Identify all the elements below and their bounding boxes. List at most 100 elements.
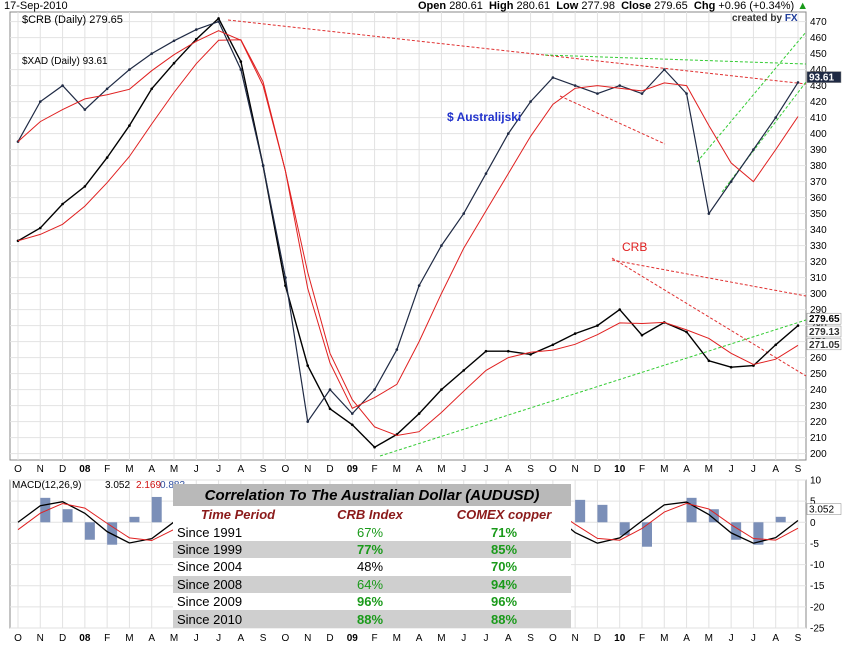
y-tick-label: 350 <box>810 209 827 220</box>
x-tick-label: J <box>194 464 199 475</box>
correlation-row: Since 2009 96% 96% <box>173 592 571 611</box>
macd-histogram-bar <box>129 516 140 523</box>
macd-histogram-bar <box>708 509 719 523</box>
trend-line <box>611 257 807 377</box>
crb-annotation: CRB <box>622 240 647 254</box>
data-point <box>685 92 688 95</box>
x-tick-label: N <box>37 464 44 475</box>
data-point <box>752 148 755 151</box>
y-tick-label: 310 <box>810 273 827 284</box>
crb-cell: 77% <box>303 540 437 559</box>
data-point <box>506 349 510 353</box>
x-tick-label: J <box>729 464 734 475</box>
up-arrow-icon: ▲ <box>797 0 809 12</box>
data-point <box>417 412 421 415</box>
x-tick-label: J <box>729 633 734 644</box>
trend-line <box>544 54 807 65</box>
x-tick-label: D <box>59 464 66 475</box>
price-label: 279.65 <box>809 314 840 325</box>
x-tick-label: M <box>437 633 445 644</box>
data-point <box>328 407 332 411</box>
x-tick-label: M <box>660 464 668 475</box>
data-point <box>752 364 755 367</box>
y-tick-label: 410 <box>810 113 827 124</box>
x-tick-label: M <box>437 464 445 475</box>
crb-cell: 96% <box>303 592 437 611</box>
y-tick-label: 400 <box>810 129 827 140</box>
data-point <box>618 84 622 87</box>
trend-line <box>379 319 807 457</box>
y-tick-label: 230 <box>810 401 827 412</box>
y-tick-label: 430 <box>810 81 827 92</box>
column-header: CRB Index <box>303 506 437 524</box>
period-cell: Since 2008 <box>173 575 303 593</box>
x-tick-label: F <box>104 464 110 475</box>
data-point <box>573 84 577 87</box>
data-point <box>284 276 287 279</box>
x-tick-label: A <box>416 464 423 475</box>
macd-tick-label: -25 <box>810 624 825 635</box>
correlation-row: Since 2004 48% 70% <box>173 558 571 576</box>
x-tick-label: A <box>683 464 690 475</box>
copper-cell: 70% <box>437 558 571 576</box>
data-point <box>172 61 176 65</box>
x-tick-label: 09 <box>347 633 359 644</box>
x-tick-label: F <box>639 464 645 475</box>
data-point <box>306 420 310 423</box>
x-tick-label: A <box>148 633 155 644</box>
correlation-row: Since 2008 64% 94% <box>173 575 571 593</box>
correlation-table-header: Time Period CRB Index COMEX copper <box>173 506 571 524</box>
period-cell: Since 2004 <box>173 558 303 576</box>
macd-tick-label: 10 <box>810 476 822 487</box>
data-point <box>685 330 688 334</box>
data-point <box>417 284 421 287</box>
y-tick-label: 330 <box>810 241 827 252</box>
x-tick-label: S <box>260 633 267 644</box>
correlation-table: Correlation To The Australian Dollar (AU… <box>173 484 571 628</box>
period-cell: Since 2010 <box>173 610 303 628</box>
data-point <box>596 92 599 95</box>
macd-last-box <box>806 503 842 515</box>
x-tick-label: N <box>572 464 579 475</box>
x-tick-label: S <box>527 464 534 475</box>
data-point <box>61 202 64 206</box>
x-tick-label: M <box>705 464 713 475</box>
x-tick-label: J <box>194 633 199 644</box>
data-point <box>83 185 87 188</box>
macd-histogram-bar <box>40 497 51 523</box>
period-cell: Since 1991 <box>173 523 303 541</box>
crb-cell: 67% <box>303 523 437 541</box>
moving-average-line <box>17 39 799 437</box>
macd-last-label: 3.052 <box>809 505 834 516</box>
data-point <box>350 423 354 427</box>
macd-value-2: 2.169 <box>136 480 161 491</box>
data-point <box>440 244 443 247</box>
data-point <box>373 445 376 449</box>
macd-histogram-bar <box>686 497 697 523</box>
data-point <box>618 308 622 311</box>
x-tick-label: M <box>705 633 713 644</box>
y-tick-label: 300 <box>810 289 827 300</box>
data-point <box>38 100 42 103</box>
y-tick-label: 240 <box>810 385 827 396</box>
data-point <box>796 324 800 327</box>
column-header: COMEX copper <box>437 506 571 524</box>
x-tick-label: N <box>37 633 44 644</box>
data-point <box>796 81 800 84</box>
macd-tick-label: -5 <box>810 539 819 550</box>
y-tick-label: 210 <box>810 433 827 444</box>
x-tick-label: S <box>260 464 267 475</box>
x-tick-label: D <box>594 464 601 475</box>
copper-cell: 85% <box>437 540 571 559</box>
trend-line <box>559 95 666 145</box>
trend-line <box>696 31 807 163</box>
crb-cell: 88% <box>303 610 437 628</box>
x-tick-label: A <box>772 464 779 475</box>
x-tick-label: A <box>505 633 512 644</box>
y-tick-label: 260 <box>810 353 827 364</box>
x-tick-label: A <box>238 633 245 644</box>
macd-tick-label: 5 <box>810 497 816 508</box>
data-point <box>774 343 778 347</box>
trend-line <box>721 81 807 193</box>
y-tick-label: 320 <box>810 257 827 268</box>
